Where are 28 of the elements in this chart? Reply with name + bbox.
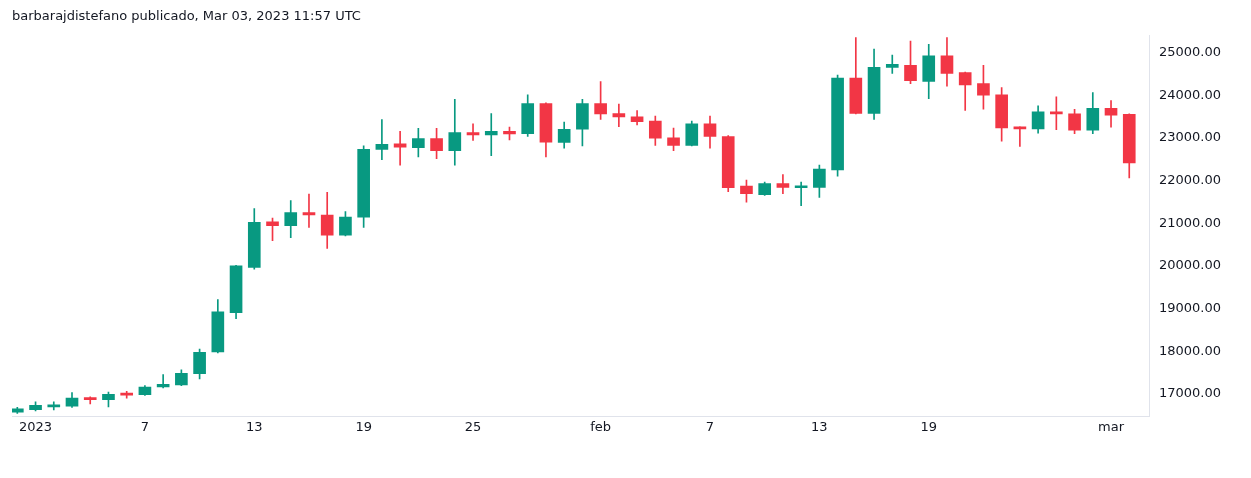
y-tick-label: 22000.00: [1159, 171, 1222, 187]
y-tick-label: 25000.00: [1159, 43, 1222, 59]
y-tick-label: 19000.00: [1159, 299, 1222, 315]
candlestick: [484, 113, 498, 157]
chart-title: barbarajdistefano publicado, Mar 03, 2023 11:57 UTC: [12, 8, 361, 23]
x-tick-label: 2023: [19, 418, 53, 434]
x-tick-label: feb: [590, 418, 612, 434]
candlestick: [612, 103, 626, 128]
candlestick: [885, 54, 899, 74]
x-tick-label: 25: [464, 418, 482, 434]
candlestick: [375, 119, 389, 160]
candlestick: [776, 174, 790, 195]
y-tick-label: 17000.00: [1159, 385, 1222, 401]
candlestick: [393, 131, 407, 166]
x-tick-label: 13: [811, 418, 828, 434]
candlestick: [466, 123, 480, 141]
x-tick-label: 7: [140, 418, 150, 434]
y-tick-label: 23000.00: [1159, 129, 1222, 145]
x-tick-label: 19: [355, 418, 372, 434]
x-tick-label: 19: [920, 418, 938, 434]
y-tick-label: 24000.00: [1159, 86, 1222, 102]
x-tick-label: mar: [1098, 418, 1125, 434]
x-tick-label: 13: [246, 418, 263, 434]
y-tick-label: 18000.00: [1159, 342, 1222, 358]
y-tick-label: 21000.00: [1159, 214, 1222, 230]
candlestick: [794, 181, 808, 206]
y-tick-label: 20000.00: [1159, 257, 1222, 273]
x-tick-label: 7: [705, 418, 715, 434]
